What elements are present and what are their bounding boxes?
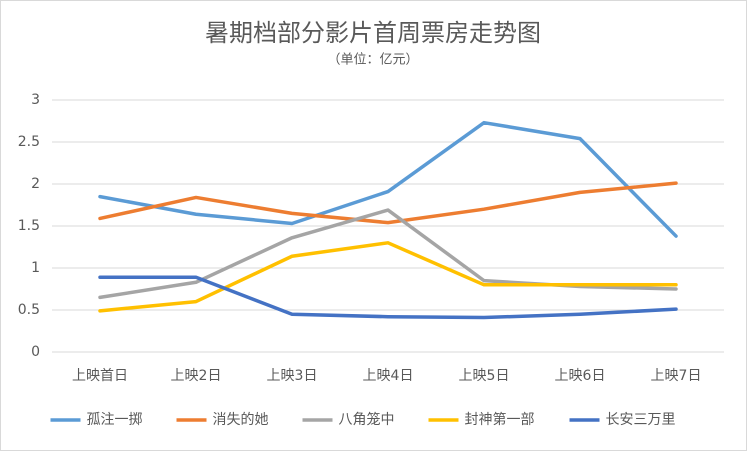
series-line [98,275,678,320]
series-line [98,181,678,225]
x-tick-label: 上映3日 [267,368,318,384]
y-tick-label: 0.5 [18,302,40,318]
chart-title: 暑期档部分影片首周票房走势图 [205,19,541,47]
legend-label: 八角笼中 [339,411,395,428]
chart-subtitle: （单位：亿元） [327,53,418,68]
legend-label: 孤注一掷 [87,412,143,428]
y-tick-label: 0 [31,344,40,360]
x-tick-label: 上映5日 [459,368,510,384]
y-tick-label: 1 [31,260,40,276]
series-line [98,120,678,238]
x-tick-label: 上映7日 [651,368,702,384]
x-tick-label: 上映2日 [171,368,222,384]
y-tick-label: 2 [31,176,40,192]
y-tick-label: 2.5 [18,134,40,150]
legend-label: 封神第一部 [465,411,535,428]
legend-label: 消失的她 [213,412,269,428]
y-tick-label: 1.5 [18,218,40,234]
x-tick-label: 上映4日 [363,368,414,384]
x-tick-label: 上映6日 [555,368,606,384]
x-tick-label: 上映首日 [72,368,128,384]
legend-label: 长安三万里 [606,412,676,428]
series-line [98,241,678,313]
y-tick-label: 3 [31,92,40,108]
